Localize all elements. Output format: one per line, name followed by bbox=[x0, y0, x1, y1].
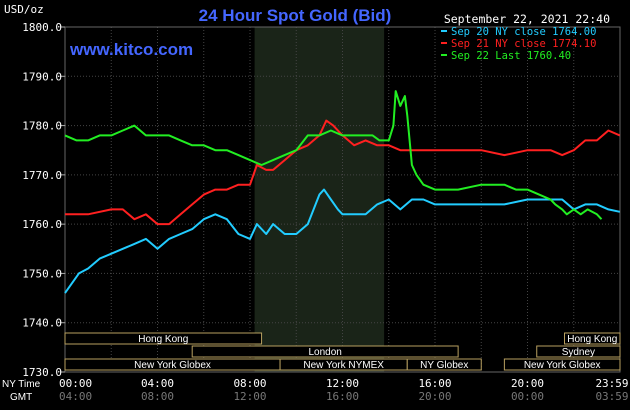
y-tick-label: 1800.0 bbox=[22, 21, 62, 34]
y-tick-label: 1790.0 bbox=[22, 70, 62, 83]
session-label: Hong Kong bbox=[567, 334, 617, 345]
x-tick-label-ny: 04:00 bbox=[141, 377, 174, 390]
y-tick-label: 1740.0 bbox=[22, 317, 62, 330]
x-tick-label-gmt: 08:00 bbox=[141, 390, 174, 403]
legend-label-3: Sep 22 Last 1760.40 bbox=[451, 50, 571, 62]
x-tick-label-gmt: 04:00 bbox=[59, 390, 92, 403]
x-tick-label-ny: 23:59 bbox=[595, 377, 628, 390]
session-label: Sydney bbox=[562, 347, 595, 358]
x-tick-label-ny: 08:00 bbox=[233, 377, 266, 390]
x-axis: 00:0004:0004:0008:0008:0012:0012:0016:00… bbox=[59, 377, 629, 403]
session-label: New York Globex bbox=[524, 360, 601, 371]
session-bar bbox=[503, 358, 621, 371]
y-tick-label: 1780.0 bbox=[22, 120, 62, 133]
x-tick-label-gmt: 00:00 bbox=[511, 390, 544, 403]
session-block: London bbox=[191, 345, 459, 358]
session-label: Hong Kong bbox=[138, 334, 188, 345]
y-tick-label: 1750.0 bbox=[22, 267, 62, 280]
x-tick-label-ny: 12:00 bbox=[326, 377, 359, 390]
plot-frame bbox=[64, 26, 621, 373]
x-tick-label-ny: 20:00 bbox=[511, 377, 544, 390]
x-tick-label-gmt: 03:59 bbox=[595, 390, 628, 403]
session-block: Hong Kong bbox=[64, 332, 263, 345]
series-line-3 bbox=[64, 90, 603, 220]
x-tick-label-ny: 16:00 bbox=[418, 377, 451, 390]
session-label: New York Globex bbox=[134, 360, 211, 371]
ny-time-label: NY Time bbox=[2, 379, 41, 390]
session-bar bbox=[406, 358, 482, 371]
session-block: Hong Kong bbox=[564, 332, 621, 345]
y-tick-label: 1770.0 bbox=[22, 169, 62, 182]
nymex-shaded-region bbox=[254, 27, 385, 372]
legend-label-2: Sep 21 NY close 1774.10 bbox=[451, 38, 596, 50]
legend-label-1: Sep 20 NY close 1764.00 bbox=[451, 26, 596, 38]
session-block: New York NYMEX bbox=[279, 358, 408, 371]
session-bar bbox=[64, 332, 263, 345]
unit-label: USD/oz bbox=[4, 3, 44, 16]
series-line-1 bbox=[64, 188, 621, 294]
session-block: New York Globex bbox=[503, 358, 621, 371]
chart-title: 24 Hour Spot Gold (Bid) bbox=[199, 6, 392, 25]
y-axis: 1800.0 1790.0 1780.0 1770.0 1760.0 1750.0 1740… bbox=[22, 21, 65, 379]
market-sessions: Hong Kong London New York Globex New York N… bbox=[64, 332, 621, 371]
session-label: NY Globex bbox=[420, 360, 468, 371]
x-tick-label-gmt: 12:00 bbox=[233, 390, 266, 403]
timestamp: September 22, 2021 22:40 bbox=[444, 12, 610, 26]
kitco-watermark: www.kitco.com bbox=[69, 40, 193, 59]
session-block: New York Globex bbox=[64, 358, 281, 371]
price-series bbox=[64, 90, 621, 294]
x-tick-label-gmt: 20:00 bbox=[418, 390, 451, 403]
session-block: Sydney bbox=[536, 345, 621, 358]
session-bar bbox=[564, 332, 621, 345]
session-bar bbox=[536, 345, 621, 358]
session-block: NY Globex bbox=[406, 358, 482, 371]
session-label: New York NYMEX bbox=[303, 360, 384, 371]
session-label: London bbox=[308, 347, 341, 358]
gmt-label: GMT bbox=[10, 392, 32, 403]
y-tick-label: 1760.0 bbox=[22, 218, 62, 231]
y-tick-label: 1730.0 bbox=[22, 366, 62, 379]
x-tick-label-ny: 00:00 bbox=[59, 377, 92, 390]
session-bar bbox=[191, 345, 459, 358]
x-tick-label-gmt: 16:00 bbox=[326, 390, 359, 403]
